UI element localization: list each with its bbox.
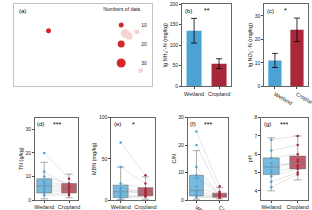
svg-text:150: 150	[170, 21, 179, 27]
svg-text:20: 20	[178, 142, 184, 148]
svg-text:***: ***	[280, 121, 288, 128]
svg-text:(a): (a)	[19, 8, 26, 14]
svg-text:**: **	[204, 7, 210, 14]
svg-text:(c): (c)	[267, 8, 274, 14]
svg-text:20: 20	[25, 150, 31, 156]
svg-text:*: *	[132, 121, 135, 128]
svg-text:10: 10	[25, 173, 31, 179]
svg-text:100: 100	[170, 42, 179, 48]
svg-text:10: 10	[255, 60, 261, 66]
svg-text:Wetland: Wetland	[273, 91, 293, 106]
svg-text:10: 10	[141, 22, 147, 28]
svg-text:Wetland: Wetland	[261, 204, 281, 210]
svg-text:Cropland: Cropland	[218, 205, 240, 210]
svg-text:Cropland: Cropland	[208, 91, 230, 97]
svg-text:(e): (e)	[114, 121, 121, 127]
svg-text:0: 0	[175, 83, 178, 89]
svg-text:(g): (g)	[264, 121, 271, 127]
svg-text:TN (g/kg): TN (g/kg)	[18, 147, 24, 170]
svg-text:C/N: C/N	[171, 154, 177, 164]
svg-text:30: 30	[178, 114, 184, 120]
svg-text:(d): (d)	[37, 121, 44, 127]
svg-text:20: 20	[141, 41, 147, 47]
svg-text:Cropland: Cropland	[134, 204, 156, 210]
svg-text:50: 50	[102, 156, 108, 162]
svg-text:Numbers of data: Numbers of data	[103, 6, 140, 12]
svg-text:0: 0	[181, 197, 184, 203]
svg-text:5: 5	[255, 169, 258, 175]
svg-text:***: ***	[53, 121, 61, 128]
svg-text:30: 30	[25, 126, 31, 132]
svg-text:0: 0	[105, 197, 108, 203]
svg-text:(f): (f)	[190, 121, 196, 127]
svg-text:Wetland: Wetland	[184, 91, 204, 97]
svg-text:MBN (mg/kg): MBN (mg/kg)	[91, 142, 97, 175]
svg-text:200: 200	[170, 1, 179, 7]
svg-text:50: 50	[172, 62, 178, 68]
svg-text:Cropland: Cropland	[58, 204, 80, 210]
svg-text:Wetland: Wetland	[34, 204, 54, 210]
svg-text:Cropland: Cropland	[295, 91, 312, 107]
svg-text:Wetland: Wetland	[111, 204, 131, 210]
svg-text:30: 30	[141, 60, 147, 66]
svg-text:7: 7	[255, 133, 258, 139]
svg-text:8: 8	[255, 114, 258, 120]
svg-text:6: 6	[255, 151, 258, 157]
svg-text:0: 0	[28, 197, 31, 203]
svg-text:lg NO₃⁻-N (mg/kg): lg NO₃⁻-N (mg/kg)	[247, 23, 253, 67]
svg-text:(b): (b)	[185, 8, 192, 14]
svg-text:***: ***	[204, 121, 212, 128]
svg-text:Wetland: Wetland	[195, 205, 215, 210]
svg-text:4: 4	[255, 188, 258, 194]
svg-text:100: 100	[99, 114, 108, 120]
svg-text:Cropland: Cropland	[287, 204, 309, 210]
svg-text:10: 10	[178, 169, 184, 175]
svg-text:30: 30	[255, 13, 261, 19]
svg-text:0: 0	[258, 83, 261, 89]
svg-text:pH: pH	[247, 155, 253, 162]
svg-text:20: 20	[255, 36, 261, 42]
svg-text:*: *	[284, 7, 287, 14]
svg-text:lg NH₄⁺-N (mg/kg): lg NH₄⁺-N (mg/kg)	[162, 23, 168, 67]
